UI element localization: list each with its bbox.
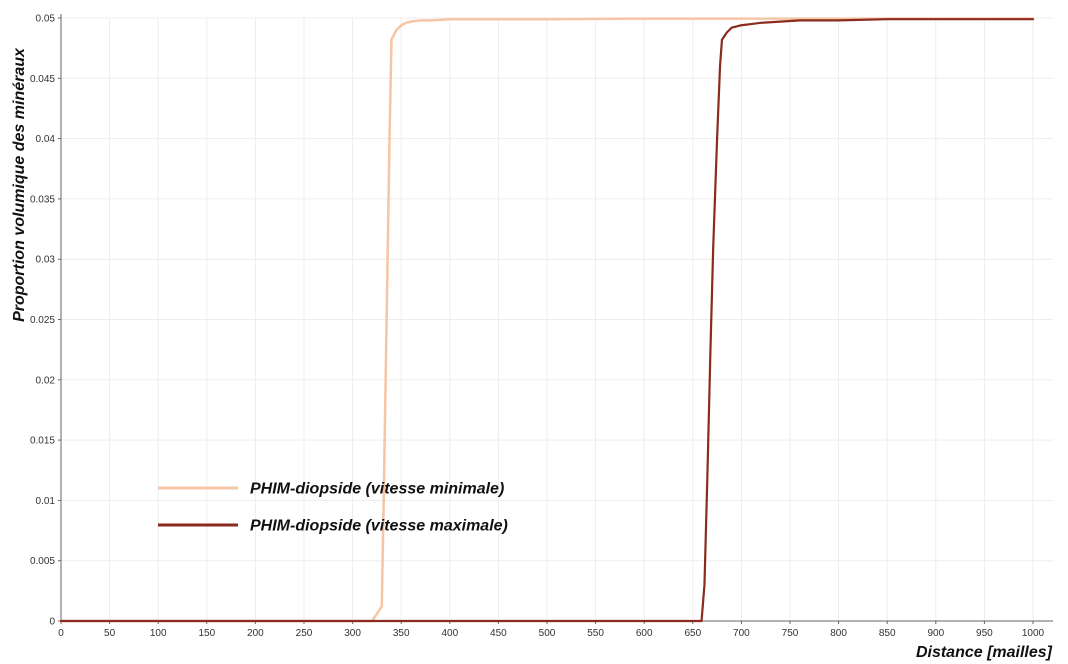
y-tick-label: 0 [49,617,55,628]
x-tick-label: 250 [296,628,313,639]
x-tick-label: 900 [927,628,944,639]
x-tick-label: 1000 [1022,628,1045,639]
x-axis-title: Distance [mailles] [916,644,1053,661]
x-tick-label: 550 [587,628,604,639]
legend-label-1: PHIM-diopside (vitesse maximale) [250,518,508,535]
series-layer [59,17,1035,623]
y-tick-label: 0.05 [36,14,56,25]
x-tick-label: 350 [393,628,410,639]
x-tick-label: 750 [782,628,799,639]
x-axis-ticks: 0 50 100 150 200 250 300 350 400 450 500 550 600 650 7… [58,621,1045,639]
x-tick-label: 450 [490,628,507,639]
x-tick-label: 150 [198,628,215,639]
x-tick-label: 300 [344,628,361,639]
y-tick-label: 0.03 [36,255,56,266]
axes [60,14,1053,622]
y-tick-label: 0.045 [30,74,55,85]
x-tick-label: 650 [684,628,701,639]
legend: PHIM-diopside (vitesse minimale) PHIM-dio… [158,481,508,535]
x-tick-label: 850 [879,628,896,639]
y-tick-label: 0.04 [36,134,56,145]
y-tick-label: 0.005 [30,556,55,567]
y-tick-label: 0.015 [30,436,55,447]
y-axis-ticks: 0 0.005 0.01 0.015 0.02 0.025 0.03 0.035 0.04 0.0… [30,14,61,628]
y-tick-label: 0.035 [30,194,55,205]
series-line-1 [59,18,1035,623]
series-line-0 [59,17,1035,623]
x-tick-label: 800 [830,628,847,639]
x-tick-label: 50 [104,628,116,639]
x-tick-label: 100 [150,628,167,639]
x-tick-label: 700 [733,628,750,639]
y-tick-label: 0.01 [36,496,56,507]
y-axis-title: Proportion volumique des minéraux [11,47,28,322]
x-tick-label: 0 [58,628,64,639]
x-tick-label: 500 [539,628,556,639]
x-tick-label: 400 [441,628,458,639]
y-tick-label: 0.025 [30,315,55,326]
x-tick-label: 600 [636,628,653,639]
x-tick-label: 950 [976,628,993,639]
y-tick-label: 0.02 [36,375,56,386]
legend-label-0: PHIM-diopside (vitesse minimale) [250,481,504,498]
grid-lines [61,17,1053,621]
x-tick-label: 200 [247,628,264,639]
